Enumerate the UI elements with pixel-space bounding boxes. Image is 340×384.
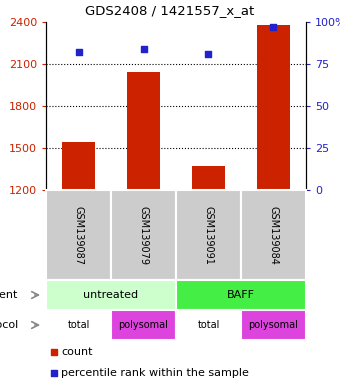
Bar [46, 190, 111, 280]
Text: percentile rank within the sample: percentile rank within the sample [61, 368, 249, 378]
Text: agent: agent [0, 290, 18, 300]
Bar [62, 142, 95, 190]
Bar [127, 73, 160, 190]
Text: GSM139084: GSM139084 [269, 205, 278, 265]
Text: count: count [61, 347, 92, 358]
Text: BAFF: BAFF [227, 290, 255, 300]
Point [51, 349, 57, 356]
Bar [111, 190, 176, 280]
Bar [176, 280, 306, 310]
Bar [192, 166, 225, 190]
Point [76, 49, 81, 55]
Bar [176, 310, 241, 340]
Bar [111, 310, 176, 340]
Text: polysomal: polysomal [249, 320, 299, 330]
Text: protocol: protocol [0, 320, 18, 330]
Bar [257, 25, 290, 190]
Bar [46, 310, 111, 340]
Text: GSM139091: GSM139091 [204, 205, 214, 265]
Text: GSM139087: GSM139087 [73, 205, 84, 265]
Bar [241, 310, 306, 340]
Point [271, 24, 276, 30]
Text: polysomal: polysomal [119, 320, 168, 330]
Bar [176, 190, 241, 280]
Point [206, 51, 211, 57]
Bar [46, 280, 176, 310]
Text: untreated: untreated [83, 290, 139, 300]
Point [51, 370, 57, 376]
Text: GSM139079: GSM139079 [138, 205, 149, 265]
Text: total: total [67, 320, 90, 330]
Point [141, 46, 146, 52]
Text: total: total [197, 320, 220, 330]
Bar [241, 190, 306, 280]
Text: GDS2408 / 1421557_x_at: GDS2408 / 1421557_x_at [85, 5, 255, 18]
